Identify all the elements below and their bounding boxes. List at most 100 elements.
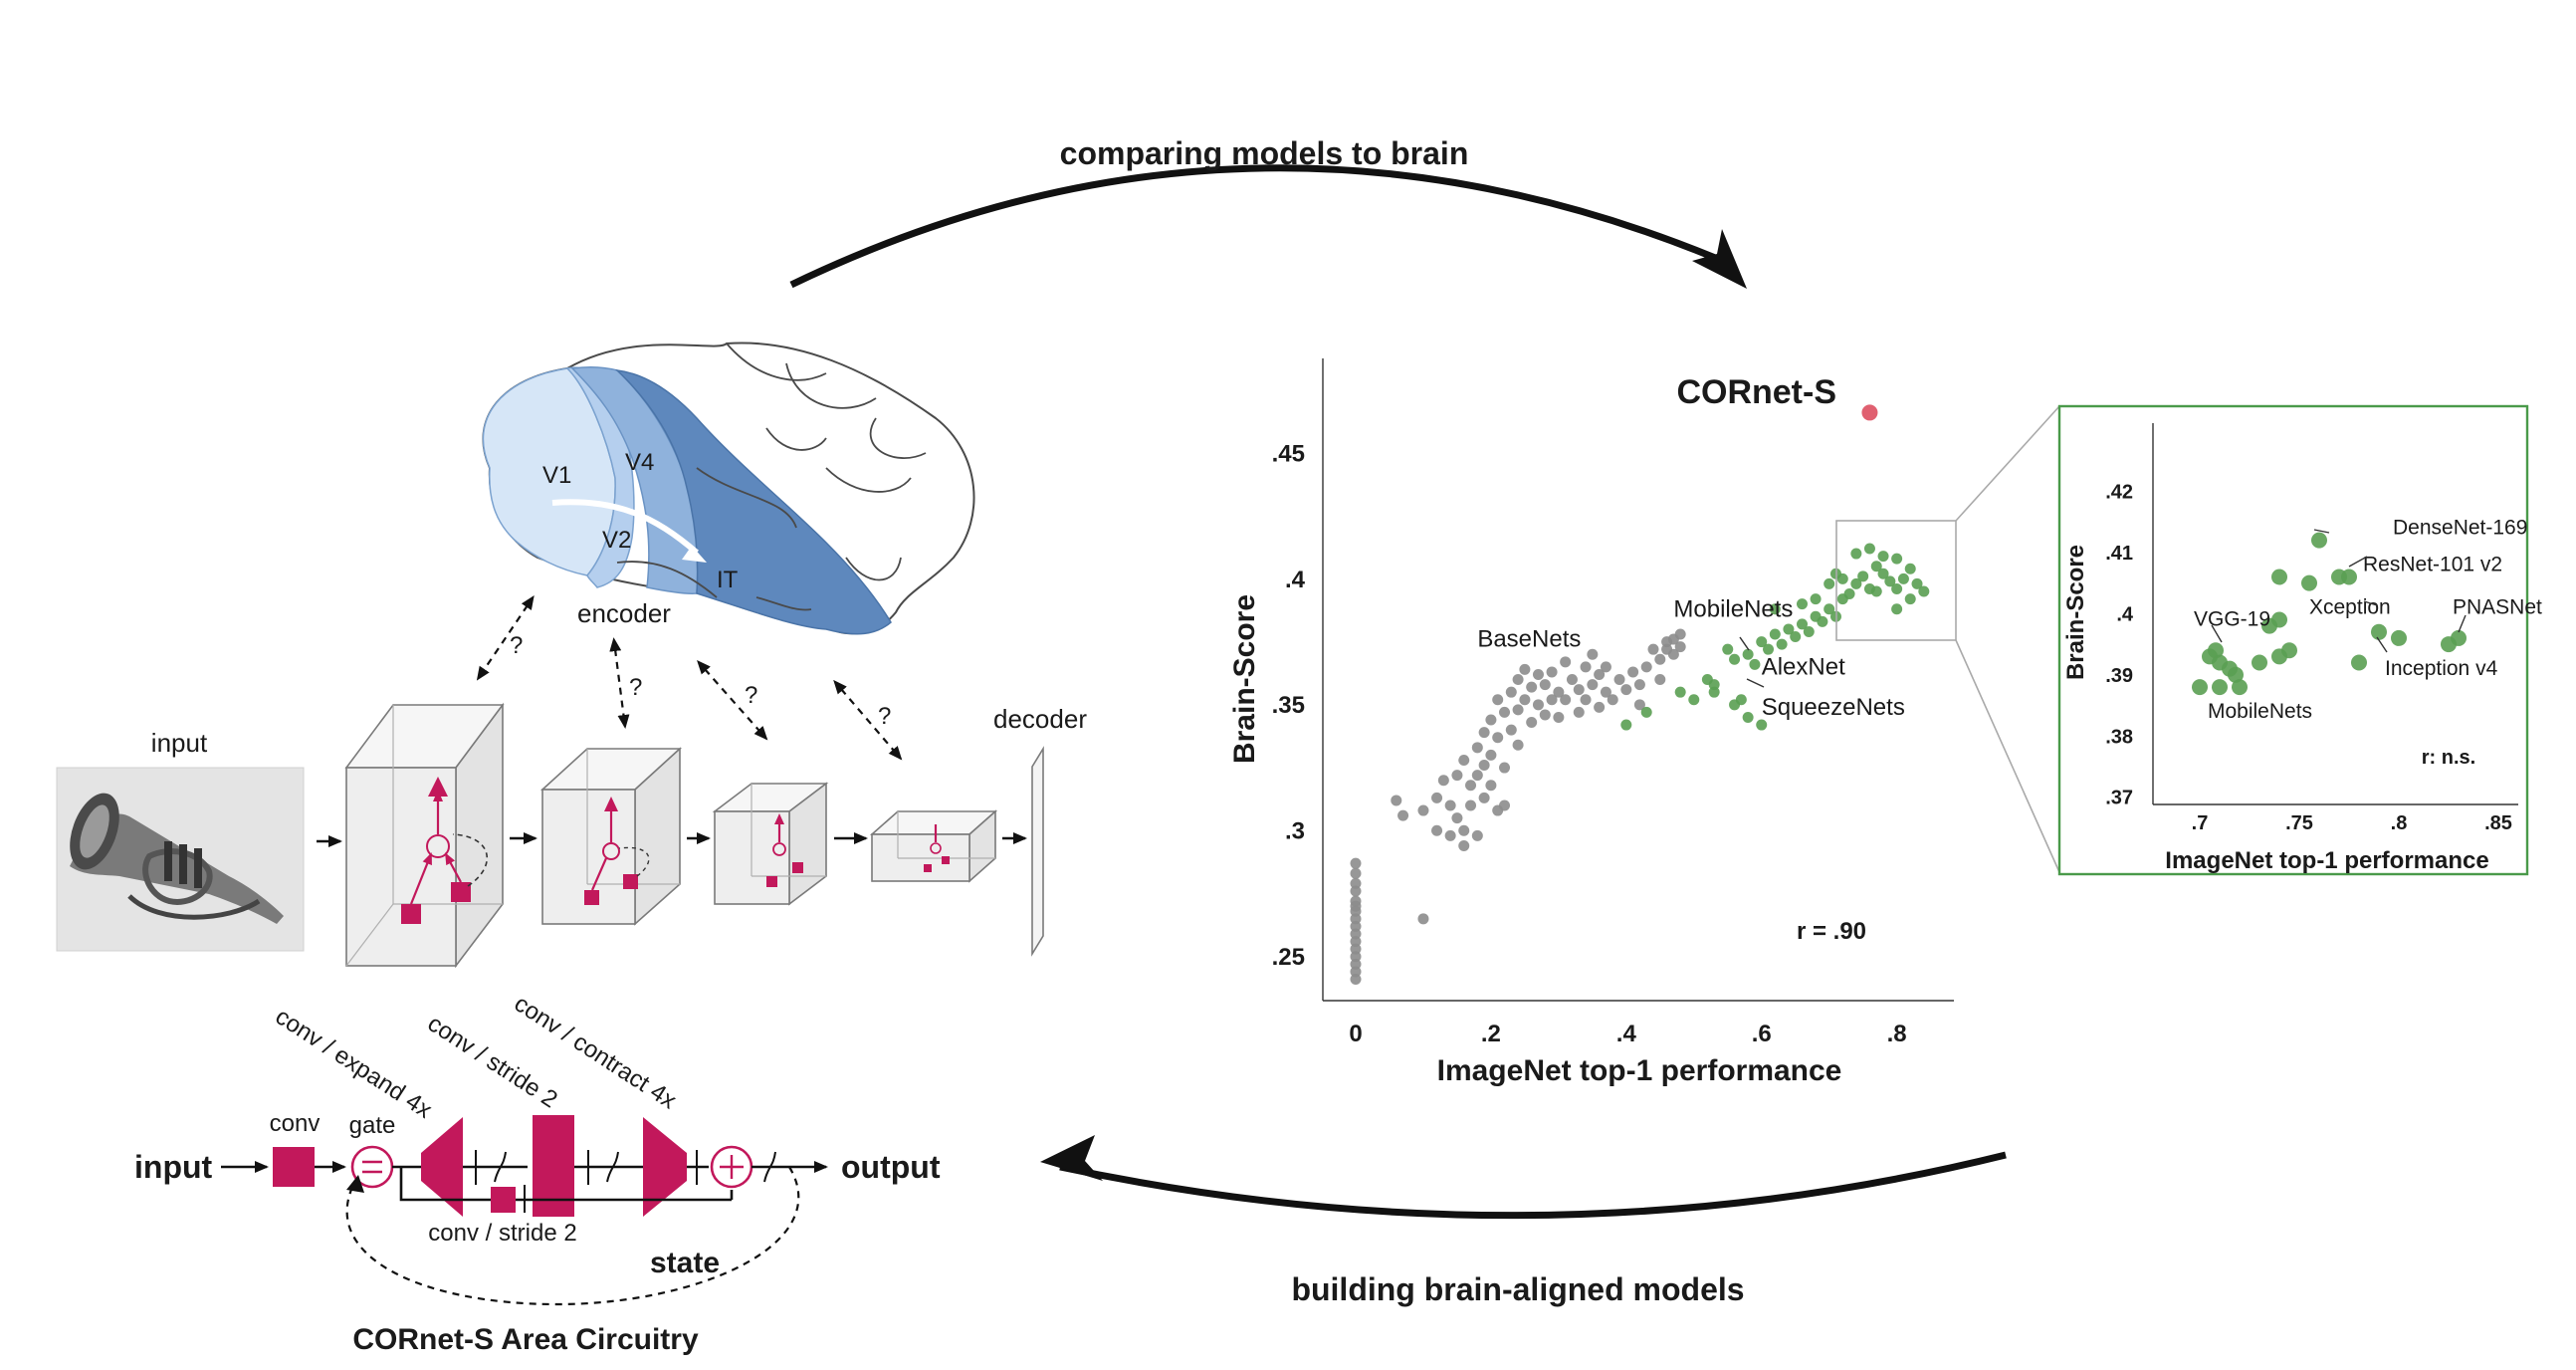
gray-data-point <box>1573 706 1585 718</box>
rotated-label-expand: conv / expand 4x <box>271 1003 437 1123</box>
circuit-state-label: state <box>650 1247 720 1279</box>
y-tick-label: .4 <box>2116 603 2134 625</box>
expand-block <box>421 1117 463 1217</box>
gray-data-point <box>1350 857 1362 869</box>
gray-data-point <box>1350 877 1362 889</box>
y-tick-label: .42 <box>2105 481 2133 503</box>
green-data-point <box>2391 629 2407 646</box>
question-mark: ? <box>878 703 891 730</box>
main-y-axis-title: Brain-Score <box>1228 594 1261 764</box>
gray-data-point <box>1512 674 1524 686</box>
model-block-v4 <box>712 782 829 906</box>
green-data-point <box>2341 569 2357 585</box>
y-tick-label: .38 <box>2105 726 2133 748</box>
model-block-v1 <box>344 702 505 969</box>
green-data-point <box>2228 666 2244 683</box>
question-mark: ? <box>629 674 642 701</box>
leader-pnasnet <box>2458 614 2467 633</box>
circuit-title: CORnet-S Area Circuitry <box>352 1323 699 1356</box>
gray-data-point <box>1492 694 1504 706</box>
gray-data-point <box>1417 913 1429 925</box>
gray-data-point <box>1560 694 1572 706</box>
input-label: input <box>151 728 208 758</box>
green-data-point <box>1640 706 1652 718</box>
gray-data-point <box>1526 681 1538 693</box>
main-correlation-annotation: r = .90 <box>1797 918 1866 945</box>
gray-data-point <box>1546 694 1558 706</box>
top-arrow-label: comparing models to brain <box>1060 135 1469 171</box>
leader-vgg <box>2211 624 2223 643</box>
gray-data-point <box>1600 686 1611 698</box>
gray-data-point <box>1566 674 1578 686</box>
x-tick-label: .4 <box>1616 1021 1637 1047</box>
gray-data-point <box>1350 974 1362 986</box>
x-tick-label: .8 <box>2391 812 2408 834</box>
gray-data-point <box>1350 951 1362 963</box>
green-data-point <box>2371 623 2387 640</box>
gray-data-point <box>1674 628 1686 640</box>
green-data-point <box>2252 654 2267 671</box>
gray-data-point <box>1654 674 1666 686</box>
gray-data-point <box>1607 694 1618 706</box>
green-data-point <box>1810 593 1822 605</box>
gray-data-point <box>1350 885 1362 897</box>
main-scatter-plot: 0 .2 .4 .6 .8 .25 .3 .35 .4 .45 ImageNet top-1 pe… <box>1228 358 2060 1087</box>
green-data-point <box>1722 643 1734 655</box>
gray-data-point <box>1350 913 1362 925</box>
point-label: DenseNet-169 <box>2393 516 2527 539</box>
gray-data-point <box>1505 724 1517 736</box>
green-data-point <box>1769 628 1781 640</box>
y-tick-label: .45 <box>1272 440 1305 467</box>
gray-data-point <box>1444 799 1456 811</box>
alexnet-leader <box>1739 636 1750 651</box>
gray-data-point <box>1444 829 1456 841</box>
green-data-point <box>1742 711 1754 723</box>
gray-data-point <box>1633 679 1645 691</box>
stride-block <box>533 1115 574 1217</box>
green-data-point <box>1863 543 1875 555</box>
gray-data-point <box>1350 900 1362 912</box>
gray-data-point <box>1587 679 1599 691</box>
gray-data-point <box>1465 780 1477 792</box>
gray-data-point <box>1654 653 1666 665</box>
gray-data-point <box>1620 684 1632 696</box>
leader-densenet <box>2313 529 2330 534</box>
inset-correlation-annotation: r: n.s. <box>2422 747 2475 769</box>
gray-data-point <box>1458 824 1470 836</box>
contract-block <box>643 1117 687 1217</box>
zoom-rectangle <box>1835 520 1957 641</box>
inset-tick-labels: .7 .75 .8 .85 .37 .38 .39 .4 .41 .42 <box>2105 481 2512 834</box>
green-data-point <box>2271 569 2287 585</box>
gray-data-point <box>1553 686 1565 698</box>
main-points <box>1350 404 1930 986</box>
cornet-data-point <box>1861 404 1878 421</box>
green-data-point <box>1756 636 1768 648</box>
y-tick-label: .39 <box>2105 665 2133 687</box>
green-data-point <box>1904 593 1916 605</box>
circuit-input-label: input <box>134 1149 213 1185</box>
gray-data-point <box>1600 661 1611 673</box>
green-data-point <box>1708 686 1720 698</box>
gray-data-point <box>1465 799 1477 811</box>
green-data-point <box>2208 642 2224 659</box>
question-mark: ? <box>745 682 757 709</box>
inset-point-labels: DenseNet-169 ResNet-101 v2 Xception VGG-19 P… <box>2194 516 2542 722</box>
gray-data-point <box>1471 742 1483 754</box>
gray-data-point <box>1350 867 1362 879</box>
gray-data-point <box>1431 824 1443 836</box>
gray-data-point <box>1350 943 1362 955</box>
gray-data-point <box>1539 679 1551 691</box>
inset-scatter-plot: .7 .75 .8 .85 .37 .38 .39 .4 .41 .42 ImageNet top… <box>2057 404 2542 876</box>
green-data-point <box>1749 658 1761 670</box>
gray-data-point <box>1594 701 1606 713</box>
gray-data-point <box>1478 792 1490 803</box>
gray-data-point <box>1417 804 1429 816</box>
y-tick-label: .25 <box>1272 944 1305 971</box>
green-data-point <box>1850 548 1862 560</box>
gray-data-point <box>1573 684 1585 696</box>
stride-shortcut-block <box>491 1187 516 1213</box>
gray-data-point <box>1546 666 1558 678</box>
green-data-point <box>1688 694 1700 706</box>
x-tick-label: .7 <box>2192 812 2209 834</box>
green-data-point <box>1891 582 1903 594</box>
